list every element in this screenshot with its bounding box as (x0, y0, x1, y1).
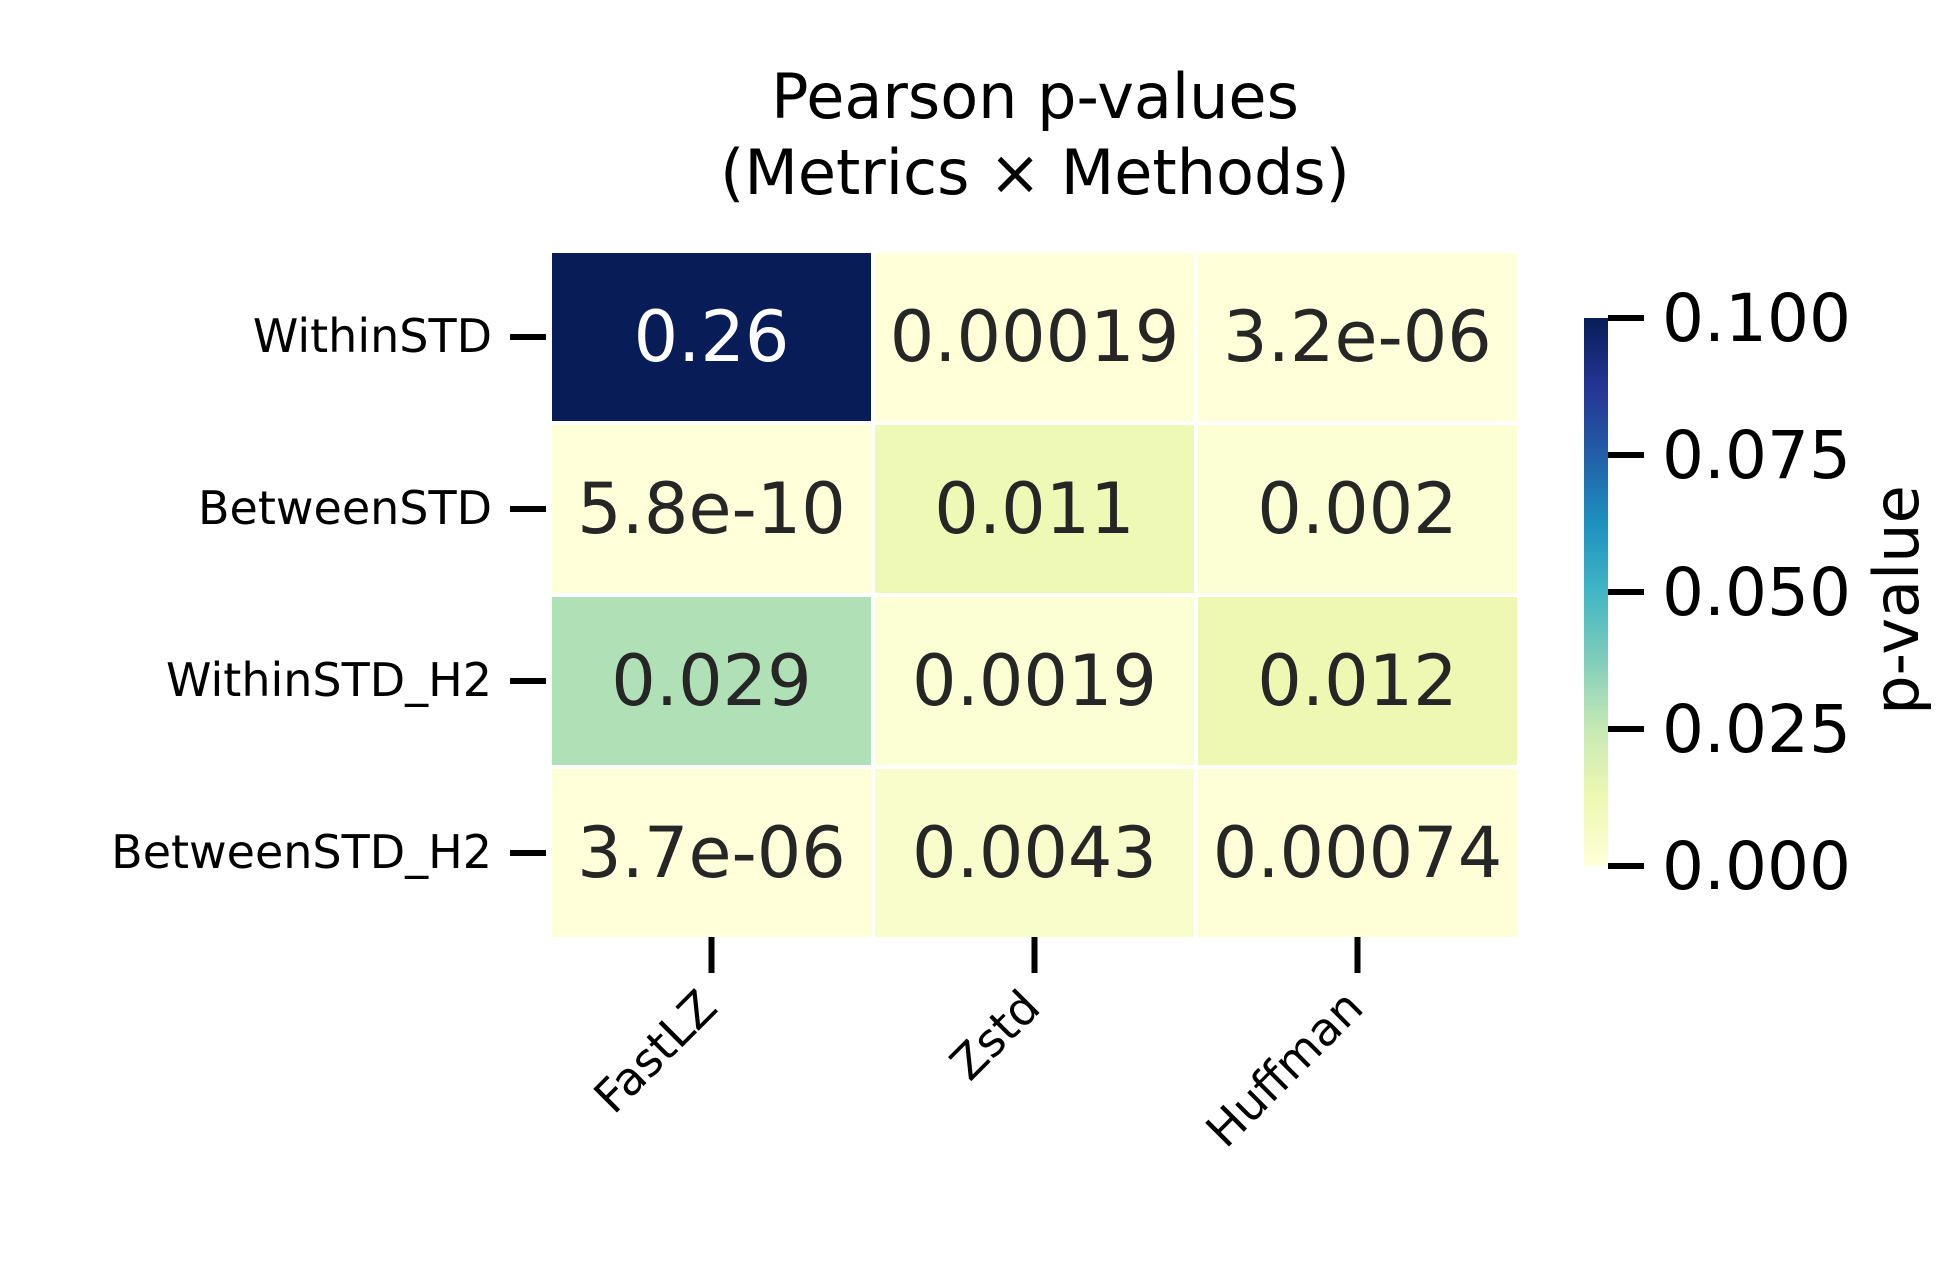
colorbar-label: p-value (1860, 485, 1933, 714)
cell-value-label: 3.2e-06 (1223, 296, 1492, 378)
cell-value-label: 0.00019 (890, 296, 1179, 378)
colorbar-tick-label: 0.075 (1662, 417, 1851, 494)
chart-subtitle-line: (Metrics × Methods) (720, 136, 1350, 209)
cell-value-label: 0.00074 (1213, 812, 1502, 894)
colorbar-tick-label: 0.050 (1662, 554, 1851, 631)
cell-value-label: 0.0043 (912, 812, 1157, 894)
x-axis: FastLZ Zstd Huffman (583, 937, 1373, 1157)
x-tick-label: Huffman (1195, 980, 1373, 1158)
y-tick-label: BetweenSTD_H2 (111, 825, 492, 879)
heatmap-cells (548, 249, 1521, 941)
y-axis: WithinSTD BetweenSTD WithinSTD_H2 BetweenST… (111, 309, 546, 879)
y-tick-label: BetweenSTD (198, 481, 492, 535)
x-tick-label: Zstd (939, 980, 1050, 1091)
colorbar: 0.000 0.025 0.050 0.075 0.100 p-value (1584, 280, 1933, 905)
heatmap-cell (1194, 765, 1521, 941)
y-tick-label: WithinSTD (253, 309, 492, 363)
chart-title-line: Pearson p-values (771, 60, 1299, 133)
heatmap-annotations: 0.26 0.00019 3.2e-06 5.8e-10 0.011 0.002 0.029… (577, 296, 1502, 894)
colorbar-gradient (1584, 318, 1608, 866)
colorbar-tick-label: 0.100 (1662, 280, 1851, 357)
heatmap-cell (548, 249, 875, 425)
cell-value-label: 0.029 (611, 640, 811, 722)
heatmap-cell (548, 765, 875, 941)
cell-value-label: 0.0019 (912, 640, 1157, 722)
heatmap-cell (871, 593, 1198, 769)
cell-value-label: 0.26 (634, 296, 790, 378)
heatmap-cell (1194, 249, 1521, 425)
cell-value-label: 0.011 (934, 468, 1134, 550)
heatmap-cell (871, 249, 1198, 425)
x-tick-label: FastLZ (583, 980, 727, 1124)
y-tick-label: WithinSTD_H2 (166, 653, 492, 707)
colorbar-ticks: 0.000 0.025 0.050 0.075 0.100 (1608, 280, 1851, 905)
chart-title: Pearson p-values (Metrics × Methods) (720, 60, 1350, 209)
colorbar-tick-label: 0.000 (1662, 828, 1851, 905)
cell-value-label: 0.002 (1257, 468, 1457, 550)
cell-value-label: 5.8e-10 (577, 468, 846, 550)
colorbar-tick-label: 0.025 (1662, 691, 1851, 768)
cell-value-label: 3.7e-06 (577, 812, 846, 894)
cell-value-label: 0.012 (1257, 640, 1457, 722)
heatmap-cell (1194, 421, 1521, 597)
